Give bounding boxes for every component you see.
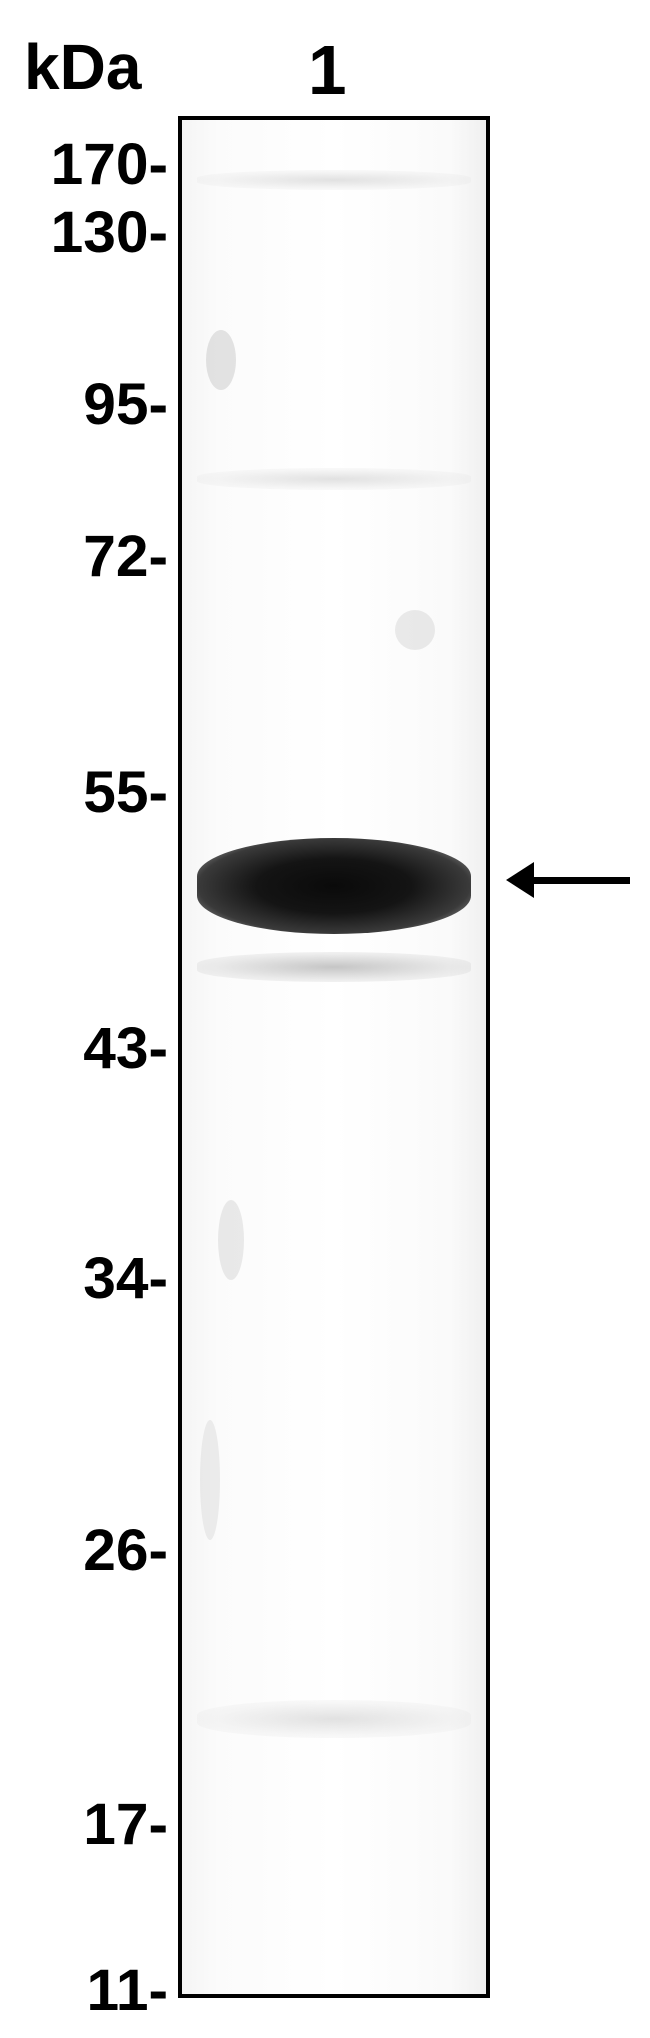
blot-figure: kDa 1 170- 130- 95- 72- 55- 43- 34- 26- 17- 11- <box>0 0 650 2038</box>
mw-marker: 170- <box>51 136 168 195</box>
band <box>197 952 471 982</box>
smudge <box>200 1420 220 1540</box>
kda-unit-label: kDa <box>24 30 141 104</box>
band <box>197 170 471 190</box>
band <box>197 838 471 934</box>
mw-marker: 34- <box>83 1250 168 1309</box>
arrow-head-icon <box>506 862 534 898</box>
target-arrow <box>506 862 630 898</box>
arrow-line <box>534 877 630 884</box>
mw-marker: 26- <box>83 1522 168 1581</box>
mw-marker: 43- <box>83 1020 168 1079</box>
mw-marker: 17- <box>83 1796 168 1855</box>
band <box>197 468 471 490</box>
smudge <box>395 610 435 650</box>
smudge <box>218 1200 244 1280</box>
mw-marker: 95- <box>83 376 168 435</box>
lane-label: 1 <box>308 30 347 110</box>
lane-frame <box>178 116 490 1998</box>
mw-marker: 55- <box>83 764 168 823</box>
band <box>197 1700 471 1738</box>
mw-marker: 72- <box>83 528 168 587</box>
smudge <box>206 330 236 390</box>
mw-marker: 130- <box>51 204 168 263</box>
mw-marker: 11- <box>86 1962 168 2021</box>
